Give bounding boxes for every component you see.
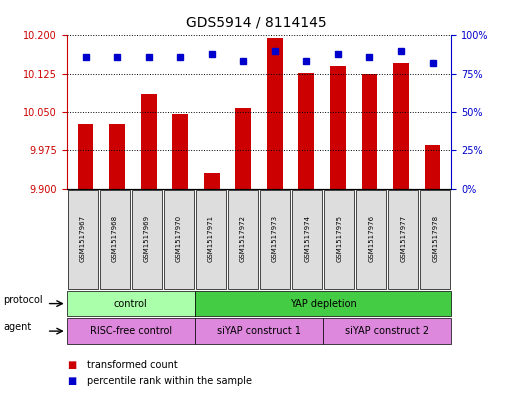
Bar <box>330 66 346 189</box>
Bar <box>109 124 125 189</box>
Text: GSM1517971: GSM1517971 <box>208 215 214 262</box>
Text: control: control <box>114 299 148 309</box>
Text: protocol: protocol <box>3 295 43 305</box>
Text: GSM1517976: GSM1517976 <box>368 215 374 262</box>
Text: ■: ■ <box>67 360 76 371</box>
Bar <box>267 38 283 189</box>
Text: YAP depletion: YAP depletion <box>290 299 357 309</box>
Text: siYAP construct 1: siYAP construct 1 <box>217 326 301 336</box>
Text: GSM1517969: GSM1517969 <box>144 215 150 262</box>
Text: RISC-free control: RISC-free control <box>90 326 172 336</box>
Text: transformed count: transformed count <box>87 360 178 371</box>
Bar <box>141 94 156 189</box>
Bar <box>172 114 188 189</box>
Text: GSM1517970: GSM1517970 <box>176 215 182 262</box>
Text: GSM1517973: GSM1517973 <box>272 215 278 262</box>
Text: GSM1517975: GSM1517975 <box>336 215 342 262</box>
Text: percentile rank within the sample: percentile rank within the sample <box>87 376 252 386</box>
Text: GSM1517974: GSM1517974 <box>304 215 310 262</box>
Bar <box>425 145 440 189</box>
Text: ■: ■ <box>67 376 76 386</box>
Text: GSM1517978: GSM1517978 <box>432 215 439 262</box>
Bar <box>204 173 220 189</box>
Bar <box>362 74 378 189</box>
Bar <box>393 64 409 189</box>
Bar <box>235 108 251 189</box>
Text: siYAP construct 2: siYAP construct 2 <box>345 326 429 336</box>
Bar <box>78 124 93 189</box>
Bar <box>299 73 314 189</box>
Text: GSM1517977: GSM1517977 <box>400 215 406 262</box>
Text: GSM1517968: GSM1517968 <box>112 215 118 262</box>
Text: GSM1517967: GSM1517967 <box>80 215 86 262</box>
Text: agent: agent <box>3 322 32 332</box>
Text: GSM1517972: GSM1517972 <box>240 215 246 262</box>
Text: GDS5914 / 8114145: GDS5914 / 8114145 <box>186 16 327 30</box>
